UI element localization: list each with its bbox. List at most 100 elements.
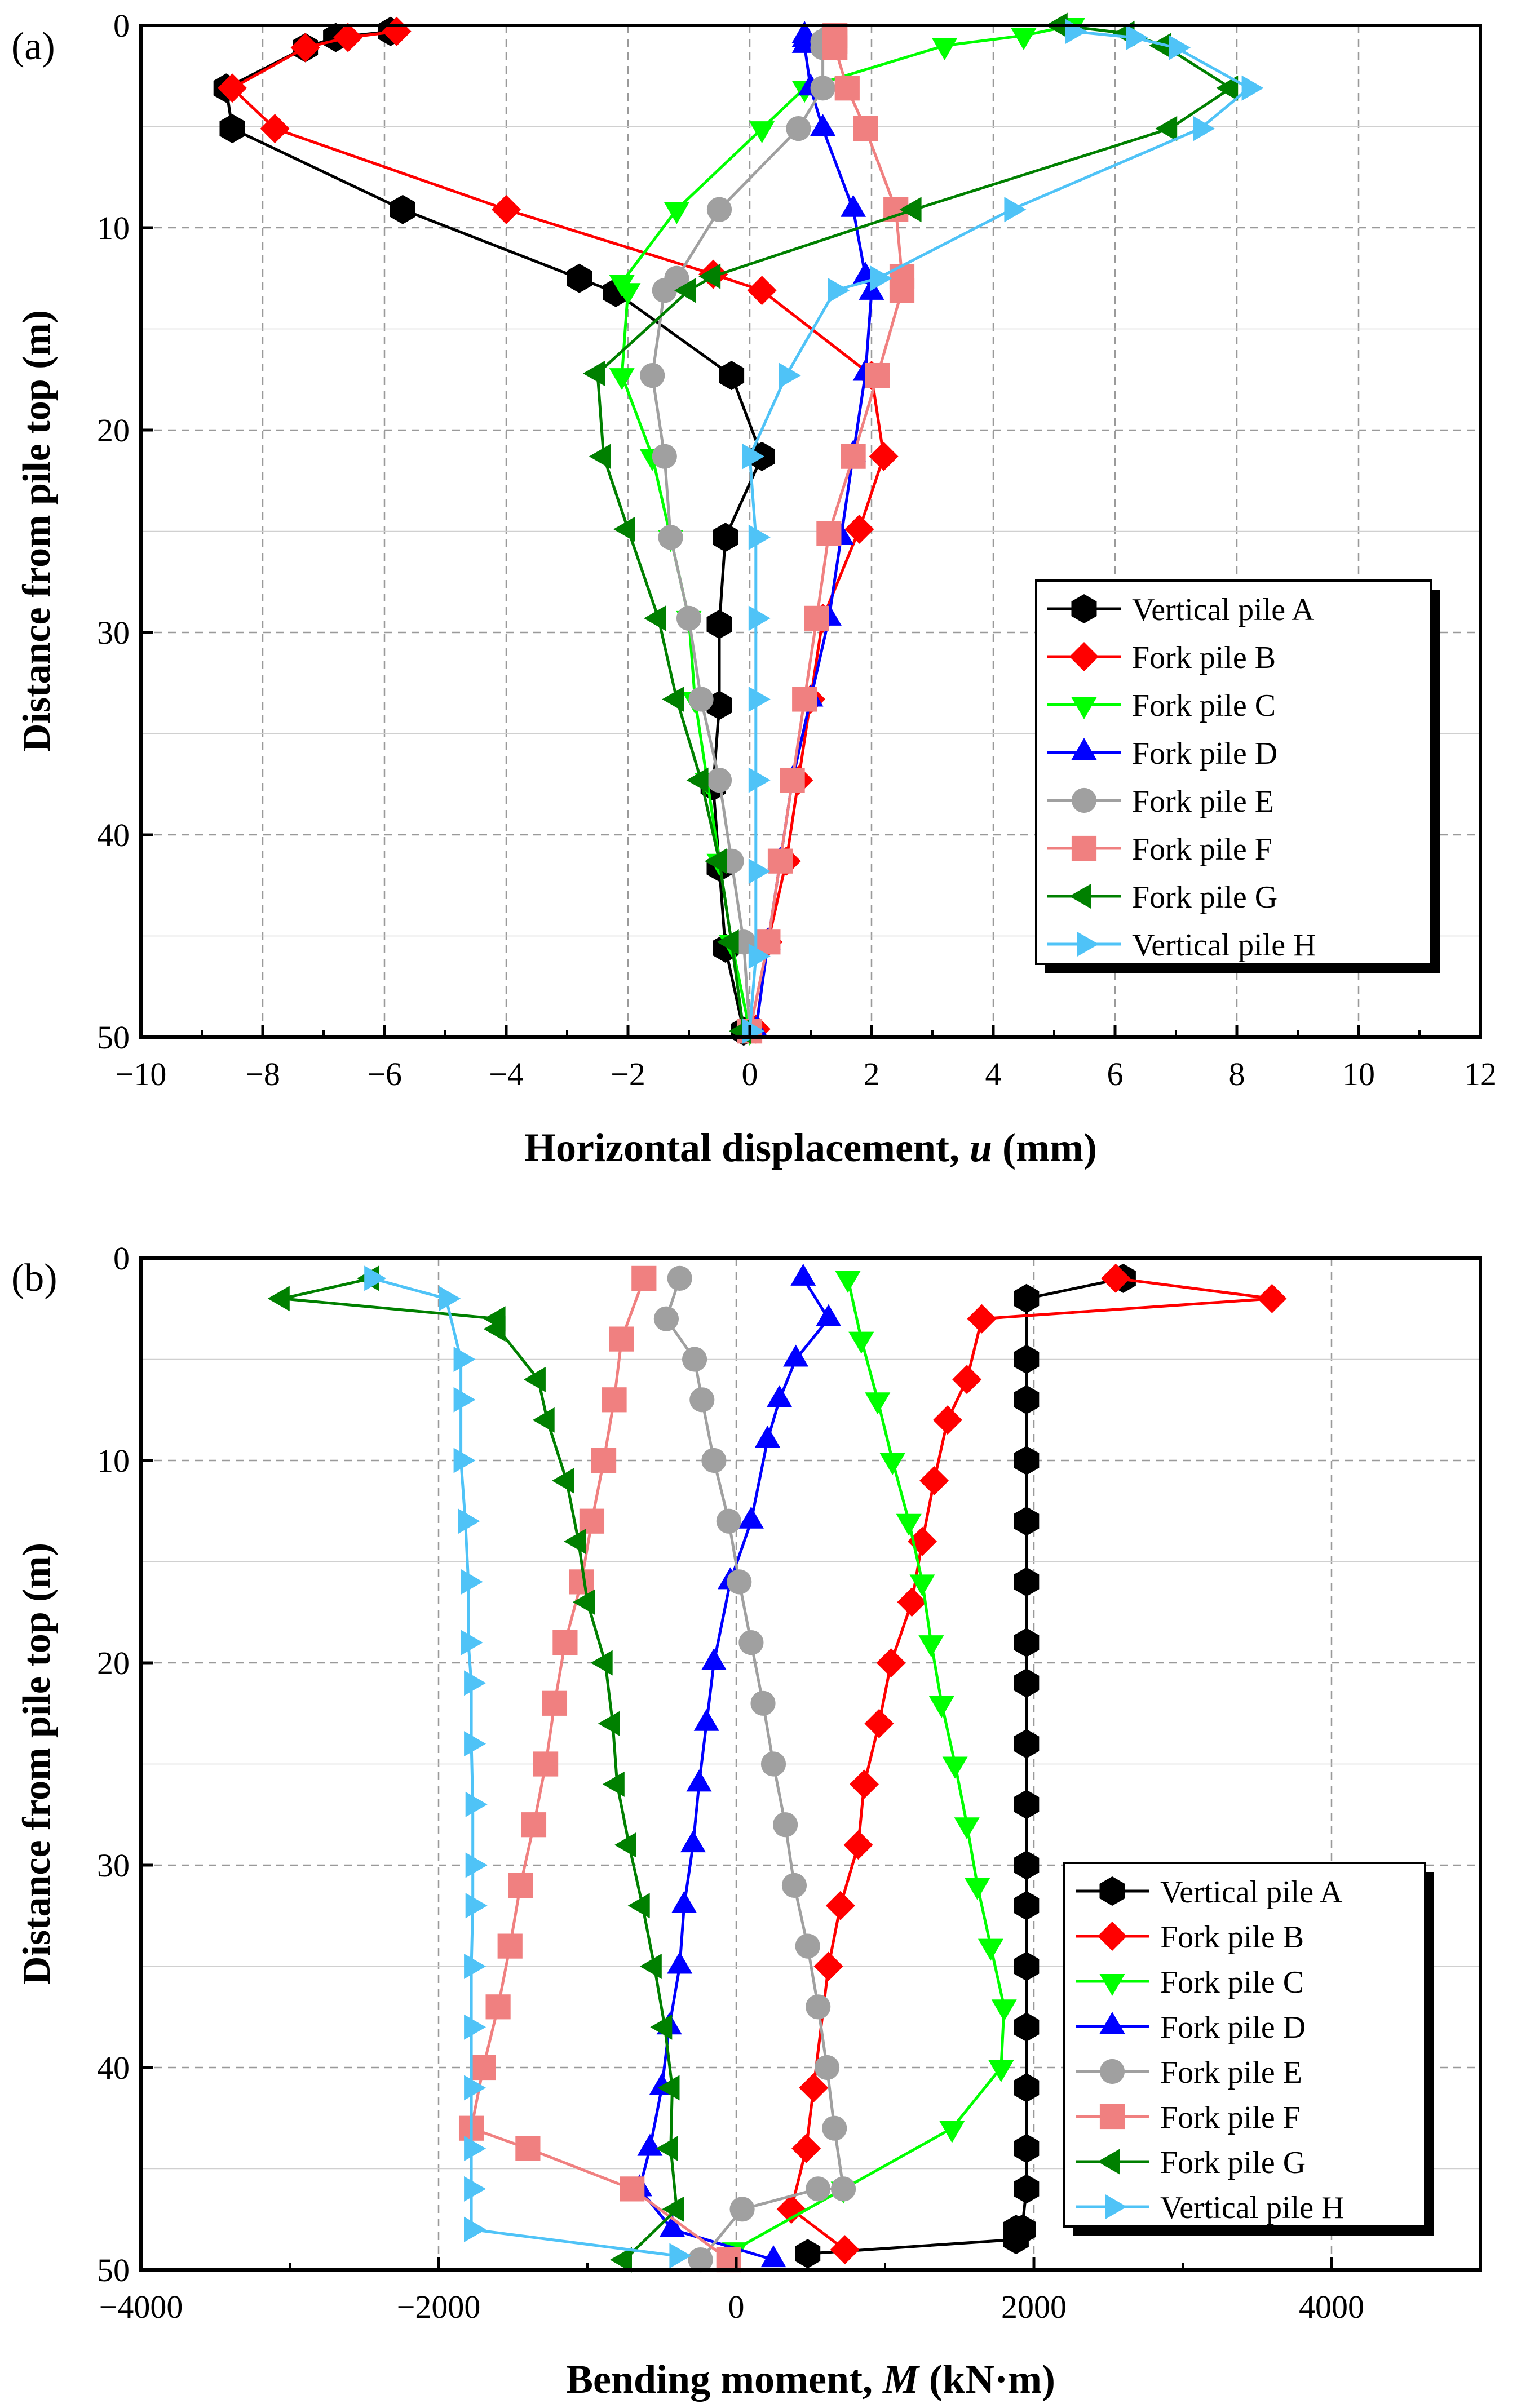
panel-b-fork-pile-g-point xyxy=(662,2196,684,2222)
panel-b-fork-pile-d-point xyxy=(660,2215,685,2237)
panel-b-fork-pile-f-point xyxy=(485,1994,511,2020)
panel-b: −4000 −2000 0 2000 4000 0 10 20 30 40 50 Vertical … xyxy=(11,1240,1482,2402)
panel-a-fork-pile-g-point xyxy=(686,767,709,793)
panel-b-fork-pile-f-point xyxy=(620,2176,645,2202)
panel-b-vertical-pile-a-point xyxy=(1014,1385,1040,1415)
panel-a-legend-fork-pile-d-marker xyxy=(1071,738,1097,760)
panel-b-fork-pile-g-point xyxy=(602,1771,625,1797)
panel-b-frame xyxy=(139,1256,1482,2272)
panel-b-vertical-pile-a-point xyxy=(1014,2174,1040,2204)
panel-b-legend-fork-pile-e-label: Fork pile E xyxy=(1160,2055,1302,2090)
panel-b-vertical-pile-a-point xyxy=(1014,2012,1040,2042)
panel-b-fork-pile-b-point xyxy=(1101,1263,1131,1293)
panel-a-fork-pile-f-point xyxy=(767,848,793,874)
panel-a-legend-fork-pile-d-label: Fork pile D xyxy=(1132,736,1277,771)
panel-b-xtick-label: −4000 xyxy=(99,2289,183,2325)
panel-b-fork-pile-f-point xyxy=(515,2136,541,2161)
panel-a-vertical-pile-h-point xyxy=(828,277,850,303)
panel-b-fork-pile-e xyxy=(653,1265,856,2273)
panel-b-fork-pile-b-point xyxy=(843,1830,873,1860)
panel-b-vertical-pile-h-point xyxy=(465,1852,488,1878)
panel-b-vertical-pile-h-point xyxy=(458,1508,480,1534)
panel-b-vertical-pile-a-point xyxy=(1014,1668,1040,1698)
panel-b-series xyxy=(267,1263,1287,2273)
panel-b-fork-pile-b-point xyxy=(897,1587,927,1617)
panel-b-fork-pile-b-point xyxy=(919,1466,949,1495)
panel-b-legend-vertical-pile-a-label: Vertical pile A xyxy=(1160,1875,1343,1910)
panel-b-fork-pile-g-point xyxy=(532,1407,555,1433)
panel-a-legend-vertical-pile-h-label: Vertical pile H xyxy=(1132,928,1316,963)
panel-a-xlabel-main: Horizontal displacement, xyxy=(524,1125,970,1170)
panel-a-vertical-pile-h-point xyxy=(748,858,771,884)
panel-b-vertical-pile-a-point xyxy=(1003,2225,1029,2255)
panel-b-fork-pile-c-point xyxy=(865,1392,891,1415)
panel-b-fork-pile-d-point xyxy=(693,1708,719,1731)
panel-a-fork-pile-f-point xyxy=(816,520,842,546)
panel-a-fork-pile-g-point xyxy=(674,277,696,303)
panel-b-fork-pile-d-point xyxy=(783,1344,809,1367)
panel-a-legend-fork-pile-c-label: Fork pile C xyxy=(1132,688,1276,723)
panel-b-fork-pile-b-point xyxy=(932,1405,962,1435)
panel-a-fork-pile-e-point xyxy=(658,525,683,550)
panel-a-ticks: −10 −8 −6 −4 −2 0 2 4 6 8 10 12 0 10 20 30 40 50 xyxy=(97,7,1497,1092)
panel-a-vertical-pile-a-point xyxy=(219,114,245,144)
panel-b-vertical-pile-a-point xyxy=(1014,1790,1040,1820)
panel-a-xtick-label: −8 xyxy=(245,1056,280,1092)
panel-b-legend-fork-pile-e-marker xyxy=(1099,2059,1125,2084)
panel-b-legend-vertical-pile-h-marker xyxy=(1105,2194,1127,2220)
panel-a-legend-vertical-pile-a-label: Vertical pile A xyxy=(1132,592,1315,627)
panel-a-legend-fork-pile-g-label: Fork pile G xyxy=(1132,880,1277,915)
panel-a-xlabel-var: u xyxy=(970,1125,992,1170)
panel-a-xtick-label: 8 xyxy=(1229,1056,1245,1092)
panel-b-xtick-label: 4000 xyxy=(1299,2289,1364,2325)
panel-b-fork-pile-g-point xyxy=(523,1366,546,1392)
panel-b-fork-pile-g-point xyxy=(564,1529,586,1555)
panel-b-fork-pile-e-point xyxy=(795,1933,820,1959)
panel-b-fork-pile-b-point xyxy=(791,2133,821,2163)
panel-a-fork-pile-e-point xyxy=(688,687,714,712)
panel-b-legend-fork-pile-f-marker xyxy=(1099,2104,1125,2130)
panel-b-fork-pile-b-point xyxy=(776,2194,806,2224)
panel-b-ytick-label: 30 xyxy=(97,1847,130,1884)
panel-b-fork-pile-b-point xyxy=(952,1365,982,1395)
panel-b-fork-pile-b-point xyxy=(799,2073,829,2102)
panel-a-fork-pile-f-point xyxy=(834,76,860,101)
panel-b-vertical-pile-a-point xyxy=(1014,1344,1040,1374)
panel-a-vertical-pile-h-point xyxy=(779,362,801,388)
panel-b-fork-pile-d-point xyxy=(754,1426,780,1448)
panel-b-fork-pile-g-point xyxy=(639,1954,662,1979)
panel-b-fork-pile-g-point xyxy=(552,1468,574,1494)
panel-a-xtick-label: 6 xyxy=(1107,1056,1124,1092)
panel-a-fork-pile-c-point xyxy=(749,121,775,144)
panel-a-xtick-label: 0 xyxy=(742,1056,758,1092)
panel-b-fork-pile-c-point xyxy=(879,1453,905,1475)
panel-a-fork-pile-e-point xyxy=(706,767,732,793)
panel-b-legend-box xyxy=(1063,1862,1426,2228)
panel-b-fork-pile-b-point xyxy=(850,1769,879,1799)
panel-b-fork-pile-e-point xyxy=(689,1387,715,1413)
panel-b-vertical-pile-h-point xyxy=(464,1731,486,1757)
panel-a-vertical-pile-h-point xyxy=(748,687,771,712)
panel-b-vertical-pile-h-point xyxy=(453,1448,476,1473)
panel-a-fork-pile-f-point xyxy=(804,605,829,631)
panel-b-legend-fork-pile-c-label: Fork pile C xyxy=(1160,1965,1304,2000)
panel-a-legend-fork-pile-f-label: Fork pile F xyxy=(1132,832,1272,867)
panel-a-vertical-pile-h-point xyxy=(1126,25,1148,51)
panel-b-legend-fork-pile-b-marker xyxy=(1098,1922,1127,1951)
panel-a-vertical-pile-a-point xyxy=(719,361,745,391)
panel-b-fork-pile-g-point xyxy=(573,1589,595,1615)
panel-b-fork-pile-e-point xyxy=(729,2197,755,2222)
panel-b-fork-pile-d-point xyxy=(738,1506,764,1529)
panel-a-fork-pile-g-point xyxy=(899,197,922,223)
panel-a-fork-pile-g-point xyxy=(1216,75,1239,101)
panel-a-fork-pile-d-point xyxy=(841,194,866,217)
panel-a-ytick-label: 50 xyxy=(97,1019,130,1056)
panel-b-fork-pile-d-point xyxy=(701,1648,727,1670)
panel-b-fork-pile-c-point xyxy=(835,1271,861,1293)
panel-b-fork-pile-e-point xyxy=(814,2055,840,2081)
panel-b-fork-pile-f-point xyxy=(579,1508,605,1534)
panel-b-fork-pile-f-point xyxy=(602,1387,627,1413)
panel-b-label: (b) xyxy=(11,1256,58,1300)
panel-b-vertical-pile-a-point xyxy=(1014,1729,1040,1759)
panel-a-ytick-label: 30 xyxy=(97,614,130,651)
